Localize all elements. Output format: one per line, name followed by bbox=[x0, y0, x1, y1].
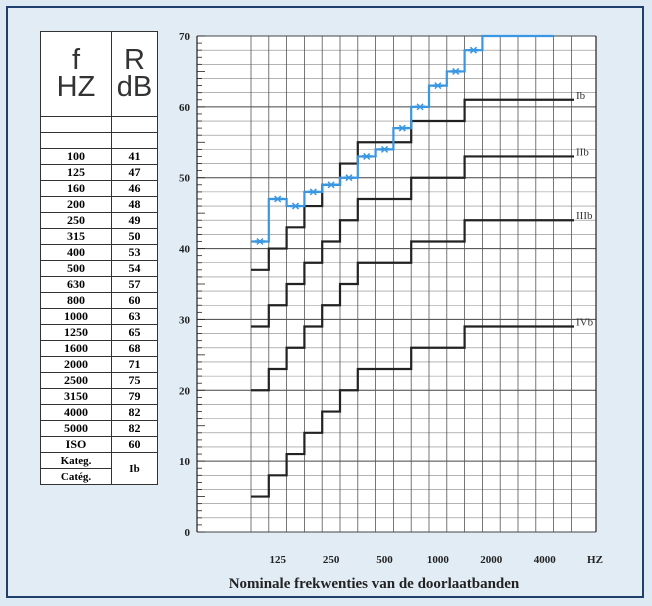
series-line-ivb bbox=[251, 325, 574, 498]
curve-label: IIIb bbox=[576, 210, 593, 222]
series-line-ib bbox=[251, 98, 574, 271]
measured-point bbox=[363, 152, 371, 160]
measured-point bbox=[309, 188, 317, 196]
measured-point bbox=[469, 46, 478, 54]
y-tick-label: 30 bbox=[179, 314, 191, 326]
measured-point bbox=[274, 195, 282, 203]
reduction-cell: 71 bbox=[111, 356, 158, 373]
measured-point bbox=[327, 181, 335, 189]
reduction-cell: 47 bbox=[111, 164, 158, 181]
table-row: 1250 65 bbox=[40, 324, 158, 341]
y-tick-label: 20 bbox=[179, 385, 191, 397]
measured-point bbox=[398, 124, 406, 132]
x-tick-label: 2000 bbox=[480, 554, 503, 566]
table-row: 250 49 bbox=[40, 212, 158, 229]
table-row: 3150 79 bbox=[40, 388, 158, 405]
category-value: Ib bbox=[111, 452, 158, 485]
frequency-cell: 250 bbox=[40, 212, 112, 229]
reduction-cell: 65 bbox=[111, 324, 158, 341]
header-db: dB bbox=[116, 71, 153, 103]
x-tick-label: 1000 bbox=[427, 554, 450, 566]
category-row-fr: Catég. bbox=[40, 468, 158, 485]
measured-point bbox=[345, 174, 353, 182]
table-row: 800 60 bbox=[40, 292, 158, 309]
header-f: f bbox=[71, 44, 81, 76]
table-body: 100 41 125 47 160 46 200 48 250 49 315 50 400 53 500 54… bbox=[40, 148, 158, 437]
frequency-cell: 1000 bbox=[40, 308, 112, 325]
y-tick-label: 50 bbox=[179, 173, 191, 185]
header-frequency: f HZ bbox=[40, 31, 112, 117]
y-tick-label: 40 bbox=[179, 244, 191, 256]
x-axis-title: Nominale frekwenties van de doorlaatband… bbox=[229, 576, 520, 592]
measured-point bbox=[380, 145, 389, 153]
table-row: 2500 75 bbox=[40, 372, 158, 389]
reduction-cell: 49 bbox=[111, 212, 158, 229]
y-axis-labels: 0 10 20 30 40 50 60 70 bbox=[179, 31, 191, 539]
blank-row bbox=[40, 132, 158, 149]
header-r: R bbox=[124, 44, 145, 76]
series-line-iib bbox=[251, 155, 574, 328]
curve-label: IIb bbox=[576, 146, 589, 158]
x-unit-label: HZ bbox=[587, 554, 603, 566]
series-line-iiib bbox=[251, 219, 574, 392]
x-tick-label: 250 bbox=[323, 554, 340, 566]
frequency-cell: 3150 bbox=[40, 388, 112, 405]
curve-label: Ib bbox=[576, 90, 586, 102]
frequency-cell: 1250 bbox=[40, 324, 112, 341]
measured-point bbox=[256, 237, 264, 246]
x-tick-label: 125 bbox=[269, 554, 286, 566]
reduction-cell: 41 bbox=[111, 148, 158, 165]
plot-background bbox=[197, 36, 596, 532]
measured-point bbox=[291, 202, 300, 210]
measured-point bbox=[416, 103, 424, 111]
table-row: 400 53 bbox=[40, 244, 158, 261]
table-row: 100 41 bbox=[40, 148, 158, 165]
header-hz: HZ bbox=[56, 71, 96, 103]
table-row: 1000 63 bbox=[40, 308, 158, 325]
header-reduction: R dB bbox=[111, 31, 158, 117]
y-tick-label: 60 bbox=[179, 102, 191, 114]
x-tick-label: 500 bbox=[376, 554, 393, 566]
table-row: 1600 68 bbox=[40, 340, 158, 357]
measurement-table: f HZ R dB 100 41 125 47 160 46 200 48 250 49 315 50… bbox=[40, 31, 158, 485]
frequency-cell: 2500 bbox=[40, 372, 112, 389]
categ-label: Catég. bbox=[40, 468, 112, 485]
y-tick-label: 70 bbox=[179, 31, 191, 43]
reduction-cell: 82 bbox=[111, 420, 158, 437]
category-row: Kateg. Ib bbox=[40, 452, 158, 485]
y-tick-label: 0 bbox=[185, 527, 191, 539]
frequency-cell: 630 bbox=[40, 276, 112, 293]
table-row: 125 47 bbox=[40, 164, 158, 181]
measured-point bbox=[452, 67, 460, 75]
frequency-cell: 800 bbox=[40, 292, 112, 309]
x-axis-labels: 125 250 500 1000 2000 4000 HZ bbox=[269, 554, 603, 566]
series-layer: Ib IIb IIIb IVb bbox=[251, 34, 594, 498]
x-tick-label: 4000 bbox=[534, 554, 557, 566]
reduction-cell: 79 bbox=[111, 388, 158, 405]
y-tick-label: 10 bbox=[179, 456, 191, 468]
series-line-measured bbox=[251, 34, 554, 243]
table-row: 630 57 bbox=[40, 276, 158, 293]
measured-point bbox=[434, 82, 442, 90]
curve-label: IVb bbox=[576, 317, 594, 329]
reduction-cell: 48 bbox=[111, 196, 158, 213]
table-header-row: f HZ R dB bbox=[40, 31, 158, 117]
table-row: 500 54 bbox=[40, 260, 158, 277]
